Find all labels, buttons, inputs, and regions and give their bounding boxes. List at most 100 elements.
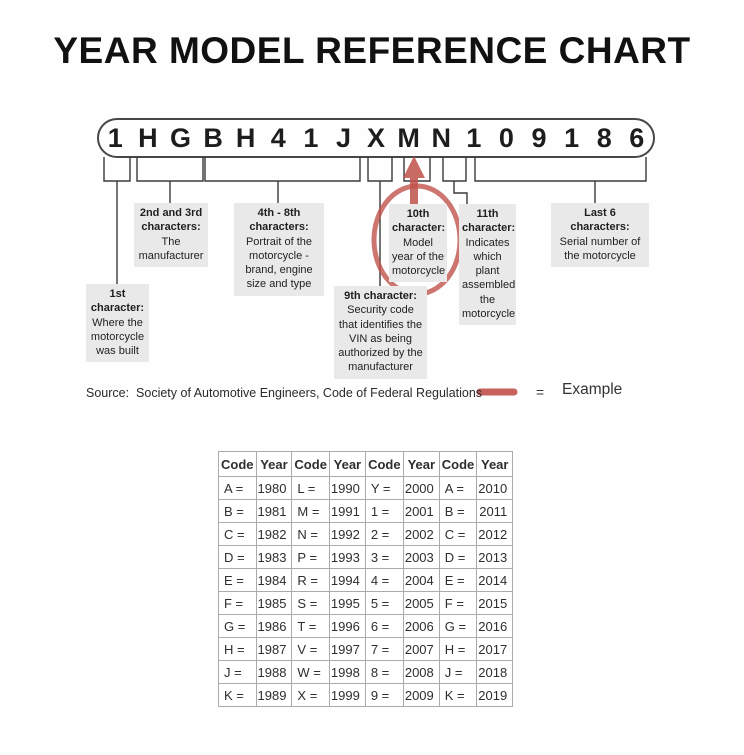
- year-cell: 2006: [402, 614, 440, 638]
- bracket-9th-character: [367, 157, 393, 182]
- year-cell: 2007: [402, 637, 440, 661]
- annotation-2nd-3rd-characters: 2nd and 3rd characters: The manufacturer: [134, 203, 208, 268]
- annotation-heading: 4th - 8th characters:: [249, 207, 309, 234]
- year-cell: 2009: [402, 683, 440, 707]
- vin-character: 4: [270, 122, 286, 153]
- source-citation: Source: Society of Automotive Engineers,…: [86, 386, 483, 400]
- annotation-9th-character: 9th character: Security code that identi…: [334, 286, 427, 379]
- code-cell: 8 =: [364, 660, 404, 684]
- legend-example-label: Example: [562, 381, 623, 398]
- annotation-body: Security code that identifies the VIN as…: [338, 304, 423, 374]
- year-cell: 1998: [328, 660, 366, 684]
- code-cell: D =: [218, 545, 257, 569]
- code-cell: P =: [291, 545, 330, 569]
- table-row: K = 1989 X = 1999 9 = 2009 K = 2019: [218, 683, 514, 707]
- code-cell: G =: [438, 614, 478, 638]
- annotation-heading: 2nd and 3rd characters:: [139, 207, 203, 234]
- table-row: D = 1983 P = 1993 3 = 2003 D = 2013: [218, 545, 514, 569]
- code-cell: J =: [218, 660, 257, 684]
- year-cell: 2010: [476, 476, 514, 500]
- year-cell: 1992: [328, 522, 366, 546]
- vin-character: N: [431, 122, 451, 153]
- code-cell: A =: [218, 476, 257, 500]
- bracket-11th-character: [442, 157, 467, 182]
- year-cell: 1988: [255, 660, 293, 684]
- connector-11th-character: [453, 181, 468, 204]
- year-cell: 1981: [255, 499, 293, 523]
- code-cell: N =: [291, 522, 330, 546]
- code-cell: H =: [438, 637, 478, 661]
- annotation-11th-character: 11th character: Indicates which plant as…: [459, 204, 516, 326]
- annotation-last-6-characters: Last 6 characters: Serial number of the …: [551, 203, 649, 268]
- year-cell: 2003: [402, 545, 440, 569]
- code-cell: 3 =: [364, 545, 404, 569]
- year-cell: 2018: [476, 660, 514, 684]
- code-cell: 7 =: [364, 637, 404, 661]
- table-row: H = 1987 V = 1997 7 = 2007 H = 2017: [218, 637, 514, 661]
- vin-character: 8: [596, 122, 612, 153]
- annotation-10th-character: 10th character: Model year of the motorc…: [389, 204, 447, 283]
- vin-character: H: [235, 122, 256, 153]
- annotation-body: Serial number of the motorcycle: [559, 235, 641, 262]
- year-cell: 1995: [328, 591, 366, 615]
- vin-character: 1: [564, 122, 580, 153]
- year-cell: 2015: [476, 591, 514, 615]
- bracket-1st-character: [103, 157, 131, 182]
- table-header-cell: Year: [402, 451, 440, 477]
- year-cell: 2014: [476, 568, 514, 592]
- year-cell: 2000: [402, 476, 440, 500]
- code-cell: E =: [438, 568, 478, 592]
- year-cell: 2002: [402, 522, 440, 546]
- code-cell: D =: [438, 545, 478, 569]
- code-cell: H =: [218, 637, 257, 661]
- vin-character: 1: [303, 122, 319, 153]
- annotation-4th-8th-characters: 4th - 8th characters: Portrait of the mo…: [234, 203, 324, 296]
- code-cell: K =: [218, 683, 257, 707]
- table-header-cell: Year: [255, 451, 293, 477]
- bracket-10th-character: [403, 157, 431, 182]
- year-cell: 1997: [328, 637, 366, 661]
- year-cell: 1990: [328, 476, 366, 500]
- year-cell: 2019: [476, 683, 514, 707]
- bracket-4th-8th-characters: [204, 157, 361, 182]
- table-row: J = 1988 W = 1998 8 = 2008 J = 2018: [218, 660, 514, 684]
- year-cell: 1999: [328, 683, 366, 707]
- table-row: A = 1980 L = 1990 Y = 2000 A = 2010: [218, 476, 514, 500]
- code-cell: B =: [438, 499, 478, 523]
- annotation-body: Portrait of the motorcycle - brand, engi…: [245, 235, 313, 291]
- annotation-body: Model year of the motorcycle: [392, 236, 446, 278]
- code-cell: M =: [291, 499, 330, 523]
- year-cell: 2016: [476, 614, 514, 638]
- year-code-table: Code Year Code Year Code Year Code Year A = 1980…: [218, 451, 514, 707]
- vin-character: 6: [629, 122, 645, 153]
- table-header-cell: Code: [218, 451, 257, 477]
- vin-character: M: [397, 122, 420, 153]
- bracket-2nd-3rd-characters: [136, 157, 204, 182]
- vin-character: J: [335, 122, 351, 153]
- year-cell: 1994: [328, 568, 366, 592]
- code-cell: A =: [438, 476, 478, 500]
- annotation-body: The manufacturer: [138, 235, 204, 262]
- code-cell: 1 =: [364, 499, 404, 523]
- code-cell: X =: [291, 683, 330, 707]
- table-row: C = 1982 N = 1992 2 = 2002 C = 2012: [218, 522, 514, 546]
- vin-character: 1: [107, 122, 123, 153]
- code-cell: R =: [291, 568, 330, 592]
- annotation-1st-character: 1st character: Where the motorcycle was …: [86, 284, 149, 363]
- year-cell: 2013: [476, 545, 514, 569]
- vin-character: B: [203, 122, 223, 153]
- year-cell: 1993: [328, 545, 366, 569]
- bracket-last-6-characters: [474, 157, 647, 182]
- table-row: G = 1986 T = 1996 6 = 2006 G = 2016: [218, 614, 514, 638]
- annotation-heading: 1st character:: [90, 288, 145, 315]
- code-cell: 4 =: [364, 568, 404, 592]
- annotation-body: Where the motorcycle was built: [90, 316, 145, 358]
- code-cell: S =: [291, 591, 330, 615]
- table-header-cell: Year: [476, 451, 514, 477]
- vin-character: 9: [531, 122, 547, 153]
- table-header-cell: Code: [291, 451, 330, 477]
- annotation-heading: 9th character:: [344, 290, 417, 302]
- year-cell: 1980: [255, 476, 293, 500]
- year-cell: 2005: [402, 591, 440, 615]
- code-cell: L =: [291, 476, 330, 500]
